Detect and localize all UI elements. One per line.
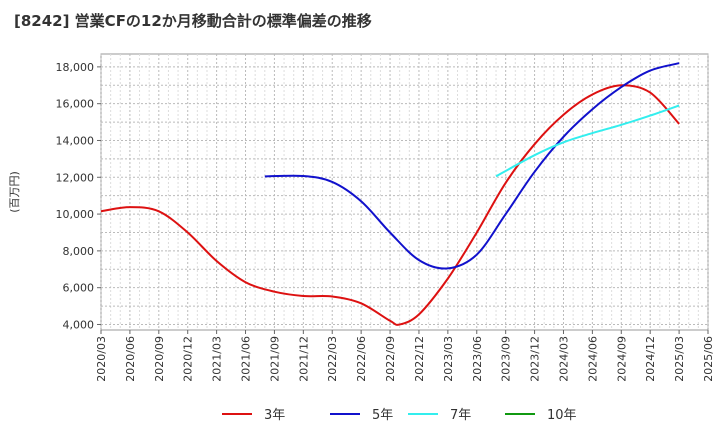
legend: 3年 5年 7年 10年 xyxy=(222,408,577,423)
x-tick-label: 2020/06 xyxy=(124,336,137,382)
x-tick-label: 2021/12 xyxy=(297,336,310,382)
x-tick-label: 2022/03 xyxy=(326,336,339,382)
y-tick-label: 6,000 xyxy=(63,282,95,295)
x-tick-label: 2023/12 xyxy=(529,336,542,382)
y-axis-title: (百万円) xyxy=(8,171,21,213)
x-tick-label: 2023/09 xyxy=(500,336,513,382)
x-tick-labels: 2020/03 2020/06 2020/09 2020/12 2021/03 2021/… xyxy=(95,330,715,382)
series-lines xyxy=(100,62,680,326)
series-line-3年 xyxy=(100,84,680,326)
chart-title: [8242] 営業CFの12か月移動合計の標準偏差の推移 xyxy=(14,12,372,30)
legend-label-5年: 5年 xyxy=(372,408,393,423)
y-tick-label: 8,000 xyxy=(63,245,95,258)
x-tick-label: 2024/03 xyxy=(557,336,570,382)
x-tick-label: 2025/06 xyxy=(702,336,715,382)
y-tick-label: 14,000 xyxy=(56,134,95,147)
x-tick-label: 2022/06 xyxy=(355,336,368,382)
series-line-5年 xyxy=(264,62,680,270)
x-tick-label: 2020/09 xyxy=(153,336,166,382)
legend-label-10年: 10年 xyxy=(547,408,577,423)
plot-area xyxy=(100,53,709,331)
x-tick-label: 2023/06 xyxy=(471,336,484,382)
y-tick-label: 4,000 xyxy=(63,318,95,331)
x-tick-label: 2025/03 xyxy=(673,336,686,382)
series-line-7年 xyxy=(495,104,680,178)
y-tick-labels: 4,000 6,000 8,000 10,000 12,000 14,000 16,000 1… xyxy=(56,61,101,331)
x-tick-label: 2024/06 xyxy=(586,336,599,382)
x-tick-label: 2021/06 xyxy=(240,336,253,382)
y-tick-label: 10,000 xyxy=(56,208,95,221)
x-tick-label: 2021/09 xyxy=(268,336,281,382)
y-tick-label: 16,000 xyxy=(56,98,95,111)
y-tick-label: 12,000 xyxy=(56,171,95,184)
x-tick-label: 2024/09 xyxy=(615,336,628,382)
x-tick-label: 2021/03 xyxy=(211,336,224,382)
x-tick-label: 2020/12 xyxy=(182,336,195,382)
x-tick-label: 2024/12 xyxy=(644,336,657,382)
legend-label-7年: 7年 xyxy=(450,408,471,423)
x-tick-label: 2022/12 xyxy=(413,336,426,382)
y-tick-label: 18,000 xyxy=(56,61,95,74)
grid-lines xyxy=(100,54,709,330)
x-tick-label: 2022/09 xyxy=(384,336,397,382)
x-tick-label: 2020/03 xyxy=(95,336,108,382)
x-tick-label: 2023/03 xyxy=(442,336,455,382)
legend-label-3年: 3年 xyxy=(264,408,285,423)
